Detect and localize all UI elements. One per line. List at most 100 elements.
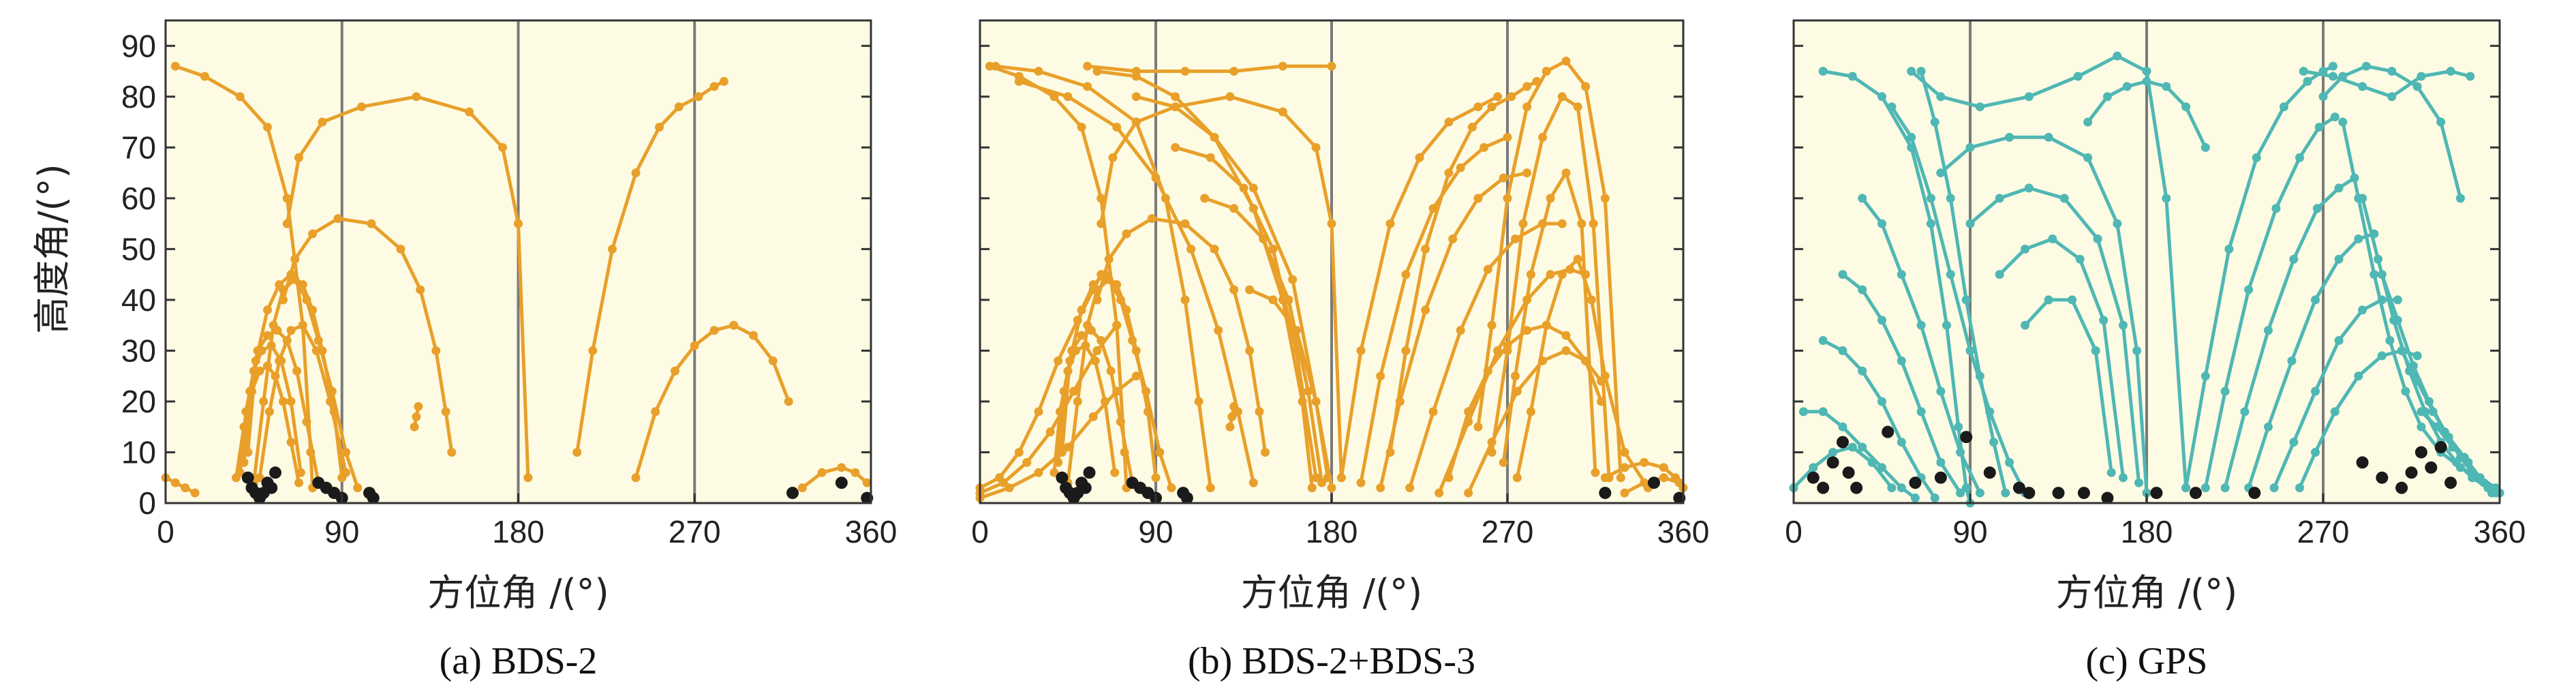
data-point <box>1327 219 1336 228</box>
data-point <box>1194 397 1203 406</box>
data-point <box>588 346 598 355</box>
data-point <box>2044 132 2053 142</box>
masked-point <box>1826 456 1839 469</box>
data-point <box>2181 483 2191 493</box>
y-tick-label: 30 <box>121 333 156 368</box>
data-point <box>1858 285 1867 294</box>
data-point <box>1171 92 1180 102</box>
data-point <box>1405 483 1415 493</box>
data-point <box>353 483 363 493</box>
data-point <box>1499 457 1508 467</box>
masked-point <box>2405 466 2418 479</box>
masked-point <box>2077 487 2090 500</box>
data-point <box>1581 82 1591 91</box>
data-point <box>784 397 793 406</box>
data-point <box>1206 483 1215 493</box>
data-point <box>1887 102 1897 112</box>
data-point <box>170 478 180 487</box>
data-point <box>1942 320 1951 330</box>
data-point <box>2073 72 2083 81</box>
data-point <box>302 295 311 305</box>
data-point <box>232 473 241 483</box>
data-point <box>255 366 264 376</box>
data-point <box>447 447 457 457</box>
data-point <box>1620 488 1629 498</box>
series-line <box>1203 196 1324 485</box>
data-point <box>279 285 288 294</box>
data-point <box>1268 244 1278 254</box>
series-line <box>1086 64 1334 73</box>
data-point <box>1493 346 1503 355</box>
series-line <box>1939 135 2149 495</box>
data-point <box>2387 67 2397 76</box>
data-point <box>1867 457 1877 467</box>
data-point <box>1278 107 1287 117</box>
data-point <box>292 366 302 376</box>
data-point <box>2455 194 2465 203</box>
masked-point <box>2356 456 2369 469</box>
masked-point <box>1983 466 1996 479</box>
data-point <box>2448 442 2457 452</box>
data-point <box>263 123 272 132</box>
data-point <box>2279 102 2288 112</box>
series-line <box>1490 95 1611 480</box>
data-point <box>264 407 274 417</box>
data-point <box>991 61 1000 71</box>
masked-point <box>2012 481 2025 494</box>
data-point <box>2024 183 2034 193</box>
data-point <box>1444 168 1454 178</box>
data-point <box>1200 194 1210 203</box>
data-point <box>1428 204 1438 213</box>
data-point <box>1421 244 1430 254</box>
data-point <box>1936 457 1946 467</box>
data-point <box>1131 372 1141 381</box>
data-point <box>290 254 300 264</box>
data-point <box>2271 204 2281 213</box>
data-point <box>1063 92 1073 102</box>
data-point <box>1946 270 1955 279</box>
x-tick-label: 180 <box>1306 514 1358 549</box>
series-line <box>281 217 454 454</box>
data-point <box>1473 422 1483 432</box>
data-point <box>465 107 474 117</box>
data-point <box>2134 478 2143 487</box>
data-point <box>308 229 318 239</box>
data-point <box>2220 483 2230 493</box>
data-point <box>2005 457 2014 467</box>
x-tick-label: 90 <box>1952 514 1987 549</box>
y-tick-label: 0 <box>138 485 156 521</box>
data-point <box>1916 67 1926 76</box>
series-track <box>1376 168 1532 493</box>
x-tick-label: 0 <box>971 514 989 549</box>
masked-point <box>2101 491 2114 504</box>
data-point <box>1131 117 1141 127</box>
series-line <box>1095 70 1314 490</box>
data-point <box>2314 123 2324 132</box>
data-point <box>1522 326 1532 335</box>
data-point <box>1245 346 1255 355</box>
data-point <box>1045 427 1055 437</box>
data-point <box>1956 447 1965 457</box>
data-point <box>290 275 300 284</box>
data-point <box>2263 422 2273 432</box>
y-tick-label: 50 <box>121 231 156 267</box>
data-point <box>263 331 272 340</box>
panel-caption: (c) GPS <box>2086 640 2208 682</box>
data-point <box>1936 387 1946 396</box>
data-point <box>313 336 323 346</box>
data-point <box>1930 494 1939 503</box>
data-point <box>1965 219 1975 228</box>
data-point <box>1049 468 1059 477</box>
data-point <box>1248 183 1258 193</box>
chart-panel-2: 0 90 180 270 360 方位角 /(°) (b) BDS-2+BDS-3 <box>971 19 1709 682</box>
data-point <box>2142 67 2151 76</box>
data-point <box>2263 326 2273 335</box>
data-point <box>1479 142 1489 152</box>
masked-points <box>1807 425 2457 504</box>
data-point <box>1171 102 1180 112</box>
masked-point <box>1083 466 1096 479</box>
data-point <box>1542 67 1551 76</box>
data-point <box>2142 76 2151 86</box>
data-point <box>1063 366 1073 376</box>
data-point <box>1522 82 1532 91</box>
